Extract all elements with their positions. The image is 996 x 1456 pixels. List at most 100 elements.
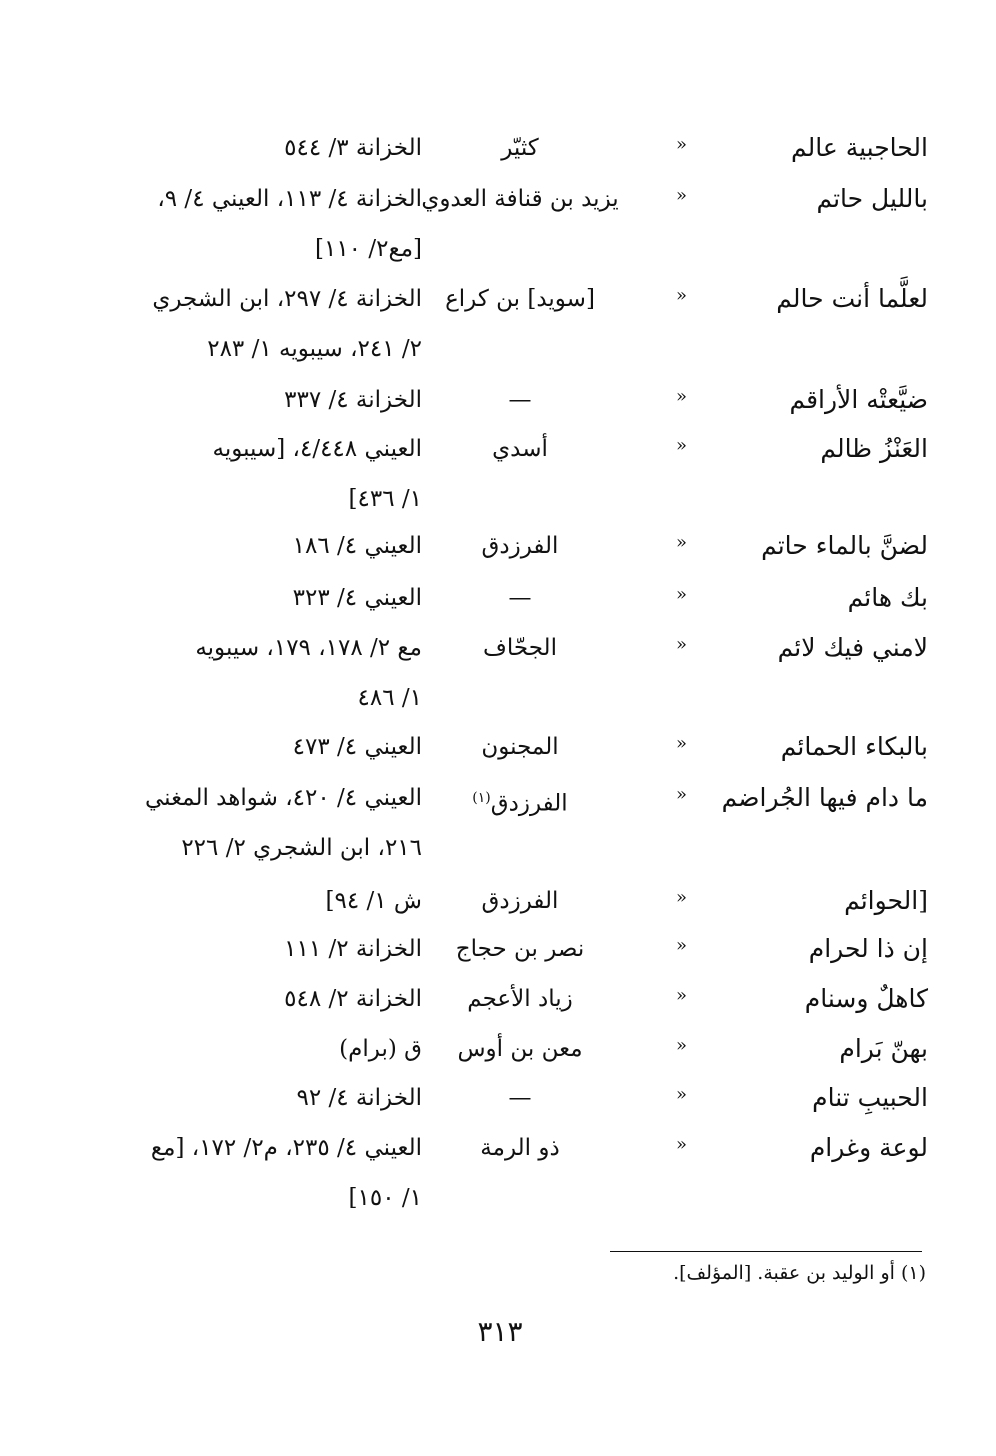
source-line: العيني ٤/ ١٨٦ [292, 533, 422, 559]
rhyme-ending: لعلَّما أنت حالم [776, 284, 928, 313]
index-row: بهنّ بَرام » معن بن أوس ق (برام) [0, 1033, 996, 1083]
rhyme-ending: الحاجبية عالم [791, 133, 928, 162]
ditto-mark: » [676, 935, 688, 956]
page-number: ٣١٣ [477, 1315, 523, 1348]
index-row: بالليل حاتم » يزيد بن قنافة العدوي الخزانة … [0, 183, 996, 262]
source-reference: الخزانة ٤/ ١١٣، العيني ٤/ ٩، [مع٢/ ١١٠] [80, 183, 422, 283]
source-line: ٢١٦، ابن الشجري ٢/ ٢٢٦ [181, 835, 422, 861]
source-line: ش ١/ ٩٤] [325, 888, 422, 914]
source-reference: الخزانة ٢/ ١١١ [80, 933, 422, 983]
ditto-mark: » [676, 634, 688, 655]
source-line: الخزانة ٤/ ٢٩٧، ابن الشجري [152, 286, 422, 312]
index-row: إن ذا لحرام » نصر بن حجاج الخزانة ٢/ ١١١ [0, 933, 996, 983]
source-reference: العيني ٤/ ٤٢٠، شواهد المغني ٢١٦، ابن الشج… [80, 782, 422, 882]
rhyme-ending: كاهلٌ وسنام [804, 984, 928, 1013]
index-row: لضنَّ بالماء حاتم » الفرزدق العيني ٤/ ١٨٦ [0, 530, 996, 580]
poet-text: معن بن أوس [457, 1036, 583, 1062]
poet-name: — [420, 582, 620, 614]
poet-text: نصر بن حجاج [455, 936, 585, 962]
source-line: ق (برام) [339, 1036, 422, 1062]
rhyme-ending: لامني فيك لائم [777, 633, 928, 662]
source-reference: ق (برام) [80, 1033, 422, 1083]
poet-text: كثيّر [501, 135, 539, 161]
ditto-mark: » [676, 733, 688, 754]
index-row: لامني فيك لائم » الجحّاف مع ٢/ ١٧٨، ١٧٩، سي… [0, 632, 996, 711]
poet-text: الفرزدق [481, 888, 559, 914]
source-reference: الخزانة ٤/ ٣٣٧ [80, 384, 422, 434]
poet-text: المجنون [481, 734, 559, 760]
source-reference: العيني ٤/ ٤٧٣ [80, 731, 422, 781]
index-row: الحاجبية عالم » كثيّر الخزانة ٣/ ٥٤٤ [0, 132, 996, 182]
source-reference: الخزانة ٣/ ٥٤٤ [80, 132, 422, 182]
rhyme-ending: إن ذا لحرام [808, 934, 928, 963]
source-line: الخزانة ٤/ ١١٣، العيني ٤/ ٩، [157, 186, 422, 212]
index-row: ما دام فيها الجُراضم» الفرزدق(١) العيني ٤/… [0, 782, 996, 861]
source-line: ٢/ ٢٤١، سيبويه ١/ ٢٨٣ [207, 336, 422, 362]
source-line: العيني ٤/ ٤٢٠، شواهد المغني [144, 785, 422, 811]
poet-name: الفرزدق [420, 885, 620, 917]
poet-text: — [508, 585, 532, 611]
source-line: ١/ ٤٨٦ [357, 685, 422, 711]
ditto-mark: » [676, 584, 688, 605]
ditto-mark: » [676, 784, 688, 805]
index-row: بك هائم » — العيني ٤/ ٣٢٣ [0, 582, 996, 632]
rhyme-ending: بالبكاء الحمائم [780, 732, 928, 761]
ditto-mark: » [676, 887, 688, 908]
poet-text: الجحّاف [483, 635, 557, 661]
rhyme-ending: لوعة وغرام [809, 1133, 928, 1162]
ditto-mark: » [676, 1035, 688, 1056]
ditto-mark: » [676, 134, 688, 155]
poet-text: — [508, 1085, 532, 1111]
poet-name: ذو الرمة [420, 1132, 620, 1164]
index-row: [الحوائم » الفرزدق ش ١/ ٩٤] [0, 885, 996, 935]
ditto-mark: » [676, 985, 688, 1006]
source-reference: مع ٢/ ١٧٨، ١٧٩، سيبويه ١/ ٤٨٦ [80, 632, 422, 732]
ditto-mark: » [676, 285, 688, 306]
source-reference: الخزانة ٢/ ٥٤٨ [80, 983, 422, 1033]
source-reference: العيني ٤/٤٤٨، [سيبويه ١/ ٤٣٦] [80, 433, 422, 533]
index-row: ضيَّعتْه الأراقم » — الخزانة ٤/ ٣٣٧ [0, 384, 996, 434]
source-line: [مع٢/ ١١٠] [314, 236, 422, 262]
poet-text: الفرزدق [481, 533, 559, 559]
ditto-mark: » [676, 435, 688, 456]
poet-name: زياد الأعجم [420, 983, 620, 1015]
poet-name: — [420, 384, 620, 416]
ditto-mark: » [676, 1084, 688, 1105]
poet-text: [سويد] بن كراع [445, 286, 595, 312]
source-line: الخزانة ٢/ ١١١ [284, 936, 422, 962]
footnote-divider [610, 1251, 922, 1252]
rhyme-ending: بالليل حاتم [816, 184, 928, 213]
poet-name: معن بن أوس [420, 1033, 620, 1065]
footnote-reference[interactable]: (١) [472, 790, 491, 806]
index-row: العَنْزُ ظالم » أسدي العيني ٤/٤٤٨، [سيبويه ١… [0, 433, 996, 512]
poet-name: المجنون [420, 731, 620, 763]
poet-name: الفرزدق(١) [420, 782, 620, 820]
source-reference: العيني ٤/ ١٨٦ [80, 530, 422, 580]
index-row: بالبكاء الحمائم » المجنون العيني ٤/ ٤٧٣ [0, 731, 996, 781]
poet-text: الفرزدق [490, 790, 568, 817]
rhyme-ending: لضنَّ بالماء حاتم [761, 531, 928, 560]
poet-name: أسدي [420, 433, 620, 465]
source-reference: الخزانة ٤/ ٢٩٧، ابن الشجري ٢/ ٢٤١، سيبويه… [80, 283, 422, 383]
poet-text: أسدي [492, 436, 548, 462]
ditto-mark: » [676, 386, 688, 407]
rhyme-ending: بك هائم [847, 583, 928, 612]
poet-text: — [508, 387, 532, 413]
poet-name: الفرزدق [420, 530, 620, 562]
index-row: الحبيبِ تنام » — الخزانة ٤/ ٩٢ [0, 1082, 996, 1132]
source-line: الخزانة ٤/ ٩٢ [296, 1085, 422, 1111]
source-reference: ش ١/ ٩٤] [80, 885, 422, 935]
source-line: الخزانة ٤/ ٣٣٧ [284, 387, 422, 413]
source-line: مع ٢/ ١٧٨، ١٧٩، سيبويه [195, 635, 422, 661]
ditto-mark: » [676, 1134, 688, 1155]
poet-name: [سويد] بن كراع [420, 283, 620, 315]
rhyme-ending: بهنّ بَرام [839, 1034, 928, 1063]
source-reference: العيني ٤/ ٢٣٥، م٢/ ١٧٢، [مع ١/ ١٥٠] [80, 1132, 422, 1232]
poet-name: نصر بن حجاج [420, 933, 620, 965]
index-row: لعلَّما أنت حالم » [سويد] بن كراع الخزانة ٤… [0, 283, 996, 362]
ditto-mark: » [676, 185, 688, 206]
rhyme-ending: العَنْزُ ظالم [820, 434, 928, 463]
index-row: لوعة وغرام » ذو الرمة العيني ٤/ ٢٣٥، م٢/ ١٧… [0, 1132, 996, 1211]
rhyme-ending: ما دام فيها الجُراضم [721, 783, 928, 812]
index-row: كاهلٌ وسنام » زياد الأعجم الخزانة ٢/ ٥٤٨ [0, 983, 996, 1033]
